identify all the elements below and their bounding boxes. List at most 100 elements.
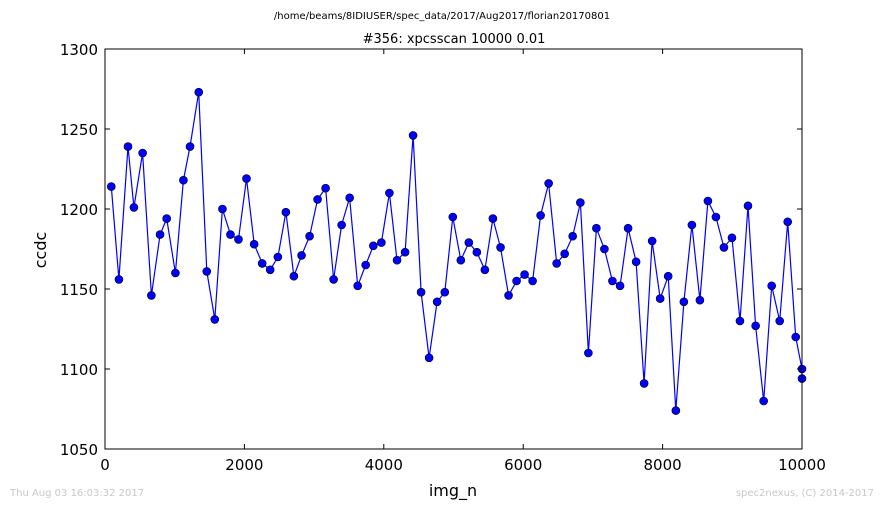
data-point [520, 270, 529, 279]
data-point [759, 396, 768, 406]
data-point [171, 268, 180, 278]
x-tick-label: 0 [100, 456, 110, 474]
data-point [289, 271, 299, 281]
data-point [560, 249, 569, 259]
y-axis: 1050 1100 1150 1200 1250 1300 [60, 41, 802, 459]
data-point [337, 220, 346, 230]
data-point [313, 195, 322, 204]
data-point [194, 87, 204, 97]
data-point [544, 179, 553, 188]
data-point [592, 223, 601, 233]
data-point [361, 260, 370, 270]
data-point [671, 406, 681, 415]
data-point [385, 188, 394, 198]
data-point [273, 252, 283, 262]
data-point [655, 294, 665, 303]
footer-timestamp: Thu Aug 03 16:03:32 2017 [10, 488, 145, 499]
data-point [432, 297, 442, 307]
footer-credit: spec2nexus, (C) 2014-2017 [735, 488, 874, 499]
data-point [775, 316, 784, 326]
data-point [400, 247, 410, 257]
data-point [488, 214, 498, 223]
data-point [408, 131, 418, 140]
data-point [249, 239, 259, 249]
data-point [377, 238, 386, 247]
data-point [226, 230, 235, 239]
data-point [424, 353, 434, 363]
plot-series [110, 92, 803, 411]
data-point [608, 276, 617, 286]
data-point [147, 291, 156, 300]
data-point [703, 196, 713, 206]
data-point [218, 204, 227, 214]
x-axis: 0 2000 4000 6000 8000 10000 [100, 49, 826, 474]
data-point [584, 348, 593, 358]
data-point [353, 281, 362, 291]
data-point [202, 267, 212, 276]
data-point [504, 291, 513, 300]
y-tick-label: 1150 [60, 281, 98, 299]
plot-markers [106, 87, 807, 415]
data-point [155, 230, 165, 239]
data-point [345, 193, 354, 203]
data-point [129, 203, 139, 212]
data-point [329, 275, 338, 284]
data-point [106, 182, 116, 191]
x-tick-label: 4000 [365, 456, 403, 474]
data-point [743, 201, 753, 211]
data-point [305, 231, 314, 241]
y-tick-label: 1250 [60, 121, 98, 139]
plot-frame [104, 48, 803, 450]
data-point [464, 238, 474, 247]
data-point [369, 241, 378, 251]
data-point [568, 231, 577, 241]
data-point [576, 198, 585, 207]
data-point [185, 142, 195, 151]
data-point [480, 265, 490, 275]
data-point [448, 212, 458, 222]
x-tick-label: 6000 [504, 456, 542, 474]
data-point [210, 315, 220, 324]
chart-suptitle: /home/beams/8IDIUSER/spec_data/2017/Aug2… [274, 11, 610, 22]
data-point [663, 271, 673, 281]
chart-title: #356: xpcsscan 10000 0.01 [363, 32, 546, 47]
data-point [791, 332, 801, 342]
x-tick-label: 2000 [225, 456, 263, 474]
data-point [639, 379, 649, 388]
data-point [552, 259, 561, 268]
data-point [735, 316, 745, 326]
x-tick-label: 10000 [778, 456, 826, 474]
data-point [496, 243, 505, 252]
data-point [472, 247, 482, 257]
data-point [623, 223, 633, 233]
data-point [392, 255, 402, 265]
y-tick-label: 1200 [60, 201, 98, 219]
series-line [110, 92, 803, 411]
data-point [123, 142, 133, 151]
data-point [695, 295, 705, 305]
x-axis-label: img_n [429, 481, 477, 501]
data-point [281, 207, 291, 217]
data-point [528, 276, 537, 286]
data-point [440, 287, 450, 297]
data-point [138, 148, 147, 158]
data-point [719, 243, 729, 252]
data-point [631, 257, 641, 267]
data-point [647, 236, 657, 246]
y-tick-label: 1050 [60, 441, 98, 459]
data-point [416, 287, 426, 297]
data-point [179, 175, 188, 185]
data-point [456, 255, 466, 265]
data-point [257, 259, 267, 268]
data-point [783, 217, 793, 227]
data-point [600, 244, 609, 254]
y-axis-label: ccdc [31, 232, 50, 269]
data-point [679, 297, 689, 307]
y-tick-label: 1300 [60, 41, 98, 59]
data-point [234, 235, 243, 244]
data-point [297, 251, 306, 260]
data-point [162, 214, 171, 223]
data-point [242, 174, 251, 183]
data-point [751, 321, 760, 331]
